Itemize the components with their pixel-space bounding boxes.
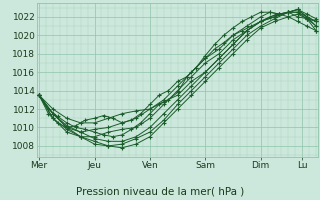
Text: Pression niveau de la mer( hPa ): Pression niveau de la mer( hPa ) — [76, 186, 244, 196]
